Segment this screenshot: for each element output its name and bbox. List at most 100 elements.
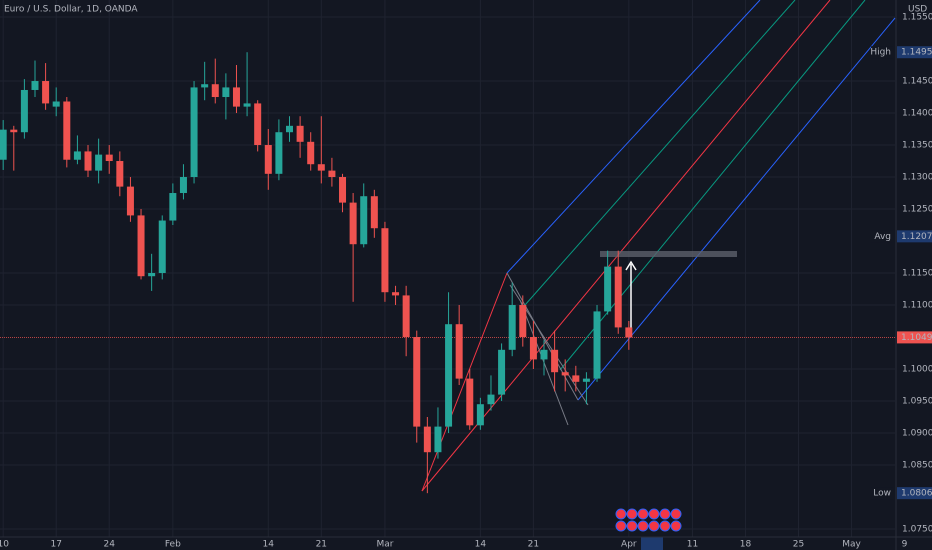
candle-body	[95, 154, 103, 171]
candle-body	[10, 129, 18, 133]
candle-body	[179, 177, 187, 194]
last-price-label: 1.10494	[901, 333, 932, 343]
candle-body	[339, 177, 347, 203]
candle-body	[222, 87, 230, 98]
y-tick-label: 1.12500	[902, 205, 932, 215]
candle-body	[42, 81, 50, 104]
x-tick-label: 9	[902, 540, 908, 550]
candle-body	[254, 103, 262, 146]
candle-body	[551, 349, 559, 373]
event-icons[interactable]	[615, 508, 682, 532]
y-tick-label: 1.11500	[902, 269, 932, 279]
candle-body	[84, 151, 92, 171]
candle-body	[73, 151, 81, 160]
price-marker-tag	[871, 46, 893, 59]
drawings	[421, 0, 896, 550]
x-tick-label: May	[842, 540, 861, 550]
candle-body	[614, 266, 622, 328]
y-tick-label: 1.15500	[902, 13, 932, 23]
candles	[0, 52, 633, 494]
y-tick-label: 1.10000	[902, 365, 932, 375]
y-tick-label: 1.09000	[902, 429, 932, 439]
price-marker-tag	[871, 230, 893, 243]
x-tick-label: 18	[740, 540, 752, 550]
candle-body	[20, 89, 28, 133]
y-tick-label: 1.14000	[902, 109, 932, 119]
candle-body	[360, 196, 368, 245]
candle-body	[264, 145, 272, 174]
candle-body	[243, 103, 251, 107]
x-tick-label: 24	[103, 540, 115, 550]
candle-body	[529, 337, 537, 360]
candle-body	[593, 311, 601, 379]
y-tick-label: 1.08500	[902, 461, 932, 471]
candle-body	[392, 292, 400, 296]
candle-body	[201, 84, 209, 88]
candle-body	[296, 125, 304, 142]
candle-body	[402, 295, 410, 338]
candle-body	[370, 196, 378, 229]
candle-body	[561, 372, 569, 376]
candle-body	[0, 129, 7, 160]
pitchfork-handle	[421, 272, 508, 492]
y-tick-label: 1.07500	[902, 525, 932, 535]
price-marker-value: 1.14950	[901, 48, 932, 58]
pitchfork-inner-upper	[524, 0, 796, 306]
candle-body	[307, 141, 315, 165]
candle-body	[508, 305, 516, 350]
candle-body	[540, 349, 548, 360]
candle-body	[476, 404, 484, 426]
candle-body	[285, 125, 293, 133]
y-tick-label: 1.13000	[902, 173, 932, 183]
x-tick-label: 21	[316, 540, 327, 550]
y-tick-label: 1.14500	[902, 77, 932, 87]
candle-body	[466, 378, 474, 426]
candle-body	[328, 170, 336, 178]
candle-body	[572, 375, 580, 382]
x-tick-label: 14	[263, 540, 275, 550]
candle-body	[434, 426, 442, 453]
pitchfork-upper	[506, 0, 761, 274]
candle-body	[604, 266, 612, 312]
price-marker-box	[897, 46, 932, 59]
x-tick-label: 10	[0, 540, 9, 550]
candle-body	[116, 161, 124, 187]
y-tick-label: 1.13500	[902, 141, 932, 151]
candle-body	[455, 324, 463, 379]
candle-body	[158, 220, 166, 274]
candle-body	[105, 154, 113, 162]
x-tick-label: 21	[528, 540, 539, 550]
candle-body	[498, 349, 506, 395]
price-marker-name: Low	[873, 489, 891, 499]
arrow-head	[625, 260, 637, 271]
candle-body	[381, 228, 389, 293]
x-tick-label: Apr	[621, 540, 637, 550]
x-tick-label: Feb	[165, 540, 181, 550]
candle-body	[625, 327, 633, 338]
chart-title: Euro / U.S. Dollar, 1D, OANDA	[4, 5, 138, 15]
y-tick-label: 1.11000	[902, 301, 932, 311]
pitchfork-median	[421, 0, 831, 492]
price-marker-name: Avg	[874, 232, 891, 242]
candle-body	[275, 132, 283, 174]
candle-body	[148, 273, 156, 277]
candle-body	[169, 193, 177, 221]
candle-body	[519, 305, 527, 338]
pitchfork-base	[506, 272, 579, 401]
candle-body	[126, 186, 134, 216]
candle-body	[211, 84, 219, 98]
candle-body	[317, 164, 325, 171]
price-marker-box	[897, 230, 932, 243]
price-marker-box	[897, 487, 932, 500]
resistance-zone	[600, 251, 737, 257]
y-tick-label: 1.09500	[902, 397, 932, 407]
candle-body	[137, 215, 145, 277]
candle-body	[487, 394, 495, 405]
candle-body	[582, 378, 590, 382]
x-tick-label: 25	[793, 540, 804, 550]
price-marker-value: 1.08060	[901, 489, 932, 499]
last-price-box	[897, 331, 932, 344]
